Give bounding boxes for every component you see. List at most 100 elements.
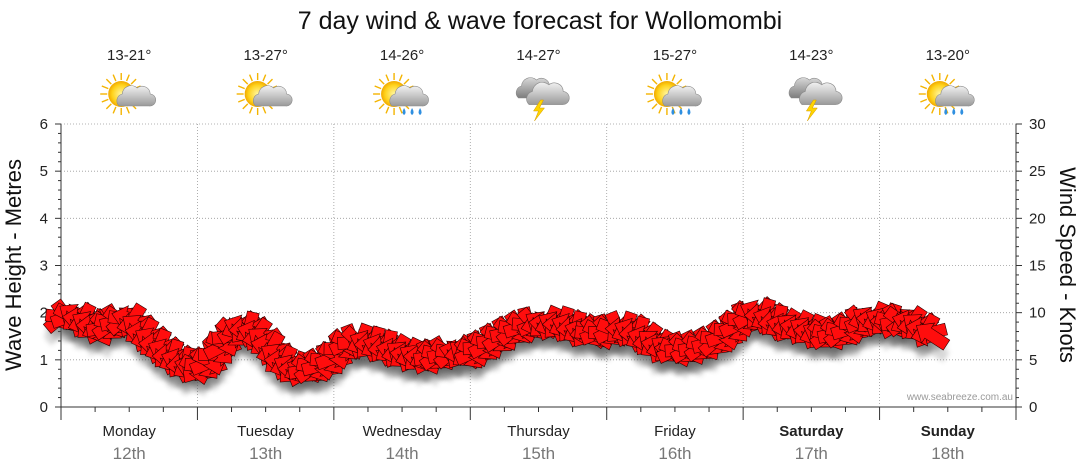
sun-ray [647,85,655,90]
left-axis-label: Wave Height - Metres [1,159,26,371]
credit-text: www.seabreeze.com.au [906,392,1013,403]
sun-ray [237,85,245,90]
sun-ray [676,78,683,85]
lightning-bolt [533,99,546,122]
sun-ray [398,106,403,114]
right-axis-label: Wind Speed - Knots [1055,167,1080,363]
rain-drop [952,108,956,115]
left-axis: 0 1 2 3 4 5 6 [40,116,61,416]
sun-ray [248,106,253,114]
cloud-shape [526,81,570,105]
day-name: Wednesday [363,423,442,440]
sun-ray [378,78,385,85]
sun-ray [125,106,130,114]
sun-ray [378,103,385,110]
rain-drop [944,108,948,115]
day-name: Saturday [779,423,844,440]
sun-ray [924,78,931,85]
right-tick-label: 15 [1029,258,1046,275]
left-tick-label: 3 [40,258,48,275]
sun-ray [398,74,403,82]
day-name: Monday [103,423,157,440]
day-date: 16th [658,444,691,463]
day-name: Tuesday [237,423,294,440]
day-temperature: 14-23° [789,47,833,64]
rain-drop [960,108,964,115]
day-date: 13th [249,444,282,463]
sun-cloud-rain-icon [645,73,702,115]
day-temperature: 14-26° [380,47,424,64]
lightning-bolt [805,99,818,122]
wind-arrows [42,296,951,388]
sun-ray [242,103,249,110]
sun-ray [920,85,928,90]
weather-row: 13-21° 13-27° 14-26° 14-27° 15-27° 14-23° 13-2… [100,47,975,122]
sun-ray [112,74,117,82]
day-temperature: 15-27° [653,47,697,64]
sun-ray [112,106,117,114]
day-date: 18th [931,444,964,463]
cloud-shape [116,85,157,107]
day-name: Friday [654,423,696,440]
left-tick-label: 5 [40,163,48,180]
left-tick-label: 4 [40,210,48,227]
sun-ray [949,78,956,85]
day-date: 15th [522,444,555,463]
right-tick-label: 10 [1029,305,1046,322]
cloud-shape [662,85,702,107]
rain-drop [687,108,691,115]
sun-ray [385,106,390,114]
sun-ray [658,74,663,82]
sun-ray [125,74,130,82]
sun-ray [647,98,655,103]
partly-cloudy-icon [100,73,157,115]
sun-ray [248,74,253,82]
sun-ray [262,106,267,114]
day-temperature: 13-27° [243,47,287,64]
sun-cloud-rain-icon [918,73,975,115]
day-temperature: 13-20° [926,47,970,64]
day-name: Thursday [507,423,570,440]
day-temperature: 14-27° [516,47,560,64]
rain-drop [671,108,675,115]
partly-cloudy-icon [236,73,293,115]
sun-ray [920,98,928,103]
left-tick-label: 2 [40,305,48,322]
day-name: Sunday [921,423,976,440]
sun-ray [374,85,382,90]
storm-icon [788,77,843,122]
sun-ray [101,98,109,103]
wind-arrow [915,322,951,351]
day-temperature: 13-21° [107,47,151,64]
sun-ray [374,98,382,103]
left-tick-label: 1 [40,352,48,369]
sun-ray [671,74,676,82]
cloud-shape [935,85,975,107]
left-tick-label: 6 [40,116,48,133]
sun-ray [101,85,109,90]
rain-drop [402,108,406,115]
right-tick-label: 0 [1029,399,1037,416]
sun-ray [944,74,949,82]
sun-ray [651,78,658,85]
day-date: 17th [795,444,828,463]
day-labels: Monday 12th Tuesday 13th Wednesday 14th Thursd… [60,407,1017,463]
sun-ray [931,74,936,82]
sun-ray [385,74,390,82]
right-axis: 0 5 10 15 20 25 30 [1016,116,1046,416]
day-date: 14th [386,444,419,463]
sun-ray [262,74,267,82]
sun-cloud-showers-icon [373,73,429,115]
sun-ray [130,78,137,85]
right-tick-label: 30 [1029,116,1046,133]
sun-ray [651,103,658,110]
cloud-shape [799,81,843,105]
sun-ray [105,103,112,110]
sun-ray [237,98,245,103]
sun-ray [924,103,931,110]
right-tick-label: 5 [1029,352,1037,369]
sun-ray [242,78,249,85]
sun-ray [403,78,410,85]
sun-ray [105,78,112,85]
rain-drop [418,108,422,115]
